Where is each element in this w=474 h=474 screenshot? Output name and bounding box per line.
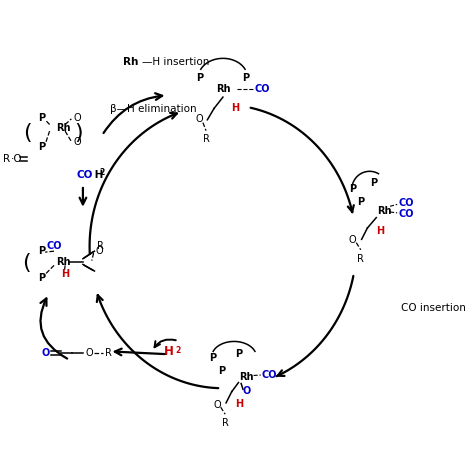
Text: P: P [243, 73, 250, 83]
Text: Rh: Rh [378, 206, 392, 216]
Text: R: R [105, 348, 112, 358]
Text: O: O [349, 235, 356, 246]
Text: P: P [38, 246, 46, 256]
Text: O: O [95, 246, 103, 256]
Text: —H insertion: —H insertion [142, 57, 210, 67]
Text: P: P [209, 353, 216, 363]
Text: Rh: Rh [239, 373, 254, 383]
Text: ·O: ·O [10, 154, 22, 164]
Text: H: H [62, 269, 70, 279]
Text: R: R [97, 240, 104, 250]
Text: P: P [196, 73, 203, 83]
Text: O: O [41, 348, 49, 358]
Text: H: H [376, 226, 384, 236]
Text: P: P [371, 178, 378, 188]
Text: Rh: Rh [123, 57, 138, 67]
Text: O: O [213, 400, 221, 410]
Text: Rh: Rh [56, 123, 71, 133]
Text: Rh: Rh [216, 83, 230, 93]
Text: CO: CO [76, 170, 92, 180]
Text: 2: 2 [176, 346, 181, 355]
Text: O: O [243, 385, 251, 396]
Text: CO: CO [255, 83, 271, 93]
Text: H: H [235, 399, 243, 409]
Text: O: O [195, 114, 203, 124]
Text: R: R [222, 418, 228, 428]
Text: P: P [38, 113, 46, 123]
Text: P: P [235, 349, 242, 359]
Text: CO: CO [46, 240, 62, 250]
Text: ): ) [74, 123, 83, 143]
Text: CO: CO [399, 209, 414, 219]
Text: R: R [202, 134, 210, 144]
Text: P: P [38, 142, 46, 152]
Text: H: H [164, 345, 174, 358]
Text: P: P [357, 198, 365, 208]
Text: CO insertion: CO insertion [401, 303, 465, 313]
Text: (: ( [22, 254, 30, 273]
Text: R: R [357, 254, 364, 264]
Text: O: O [85, 348, 93, 358]
Text: β—H elimination: β—H elimination [109, 104, 196, 114]
Text: P: P [218, 366, 225, 376]
Text: O: O [73, 113, 81, 123]
Text: H: H [91, 170, 104, 180]
Text: P: P [349, 184, 356, 194]
Text: (: ( [23, 123, 32, 143]
Text: O: O [73, 137, 81, 147]
Text: P: P [38, 273, 46, 283]
Text: 2: 2 [100, 168, 105, 177]
Text: H: H [231, 103, 239, 113]
Text: Rh: Rh [56, 256, 71, 266]
Text: CO: CO [262, 370, 277, 380]
Text: R: R [3, 154, 10, 164]
Text: CO: CO [399, 199, 414, 209]
